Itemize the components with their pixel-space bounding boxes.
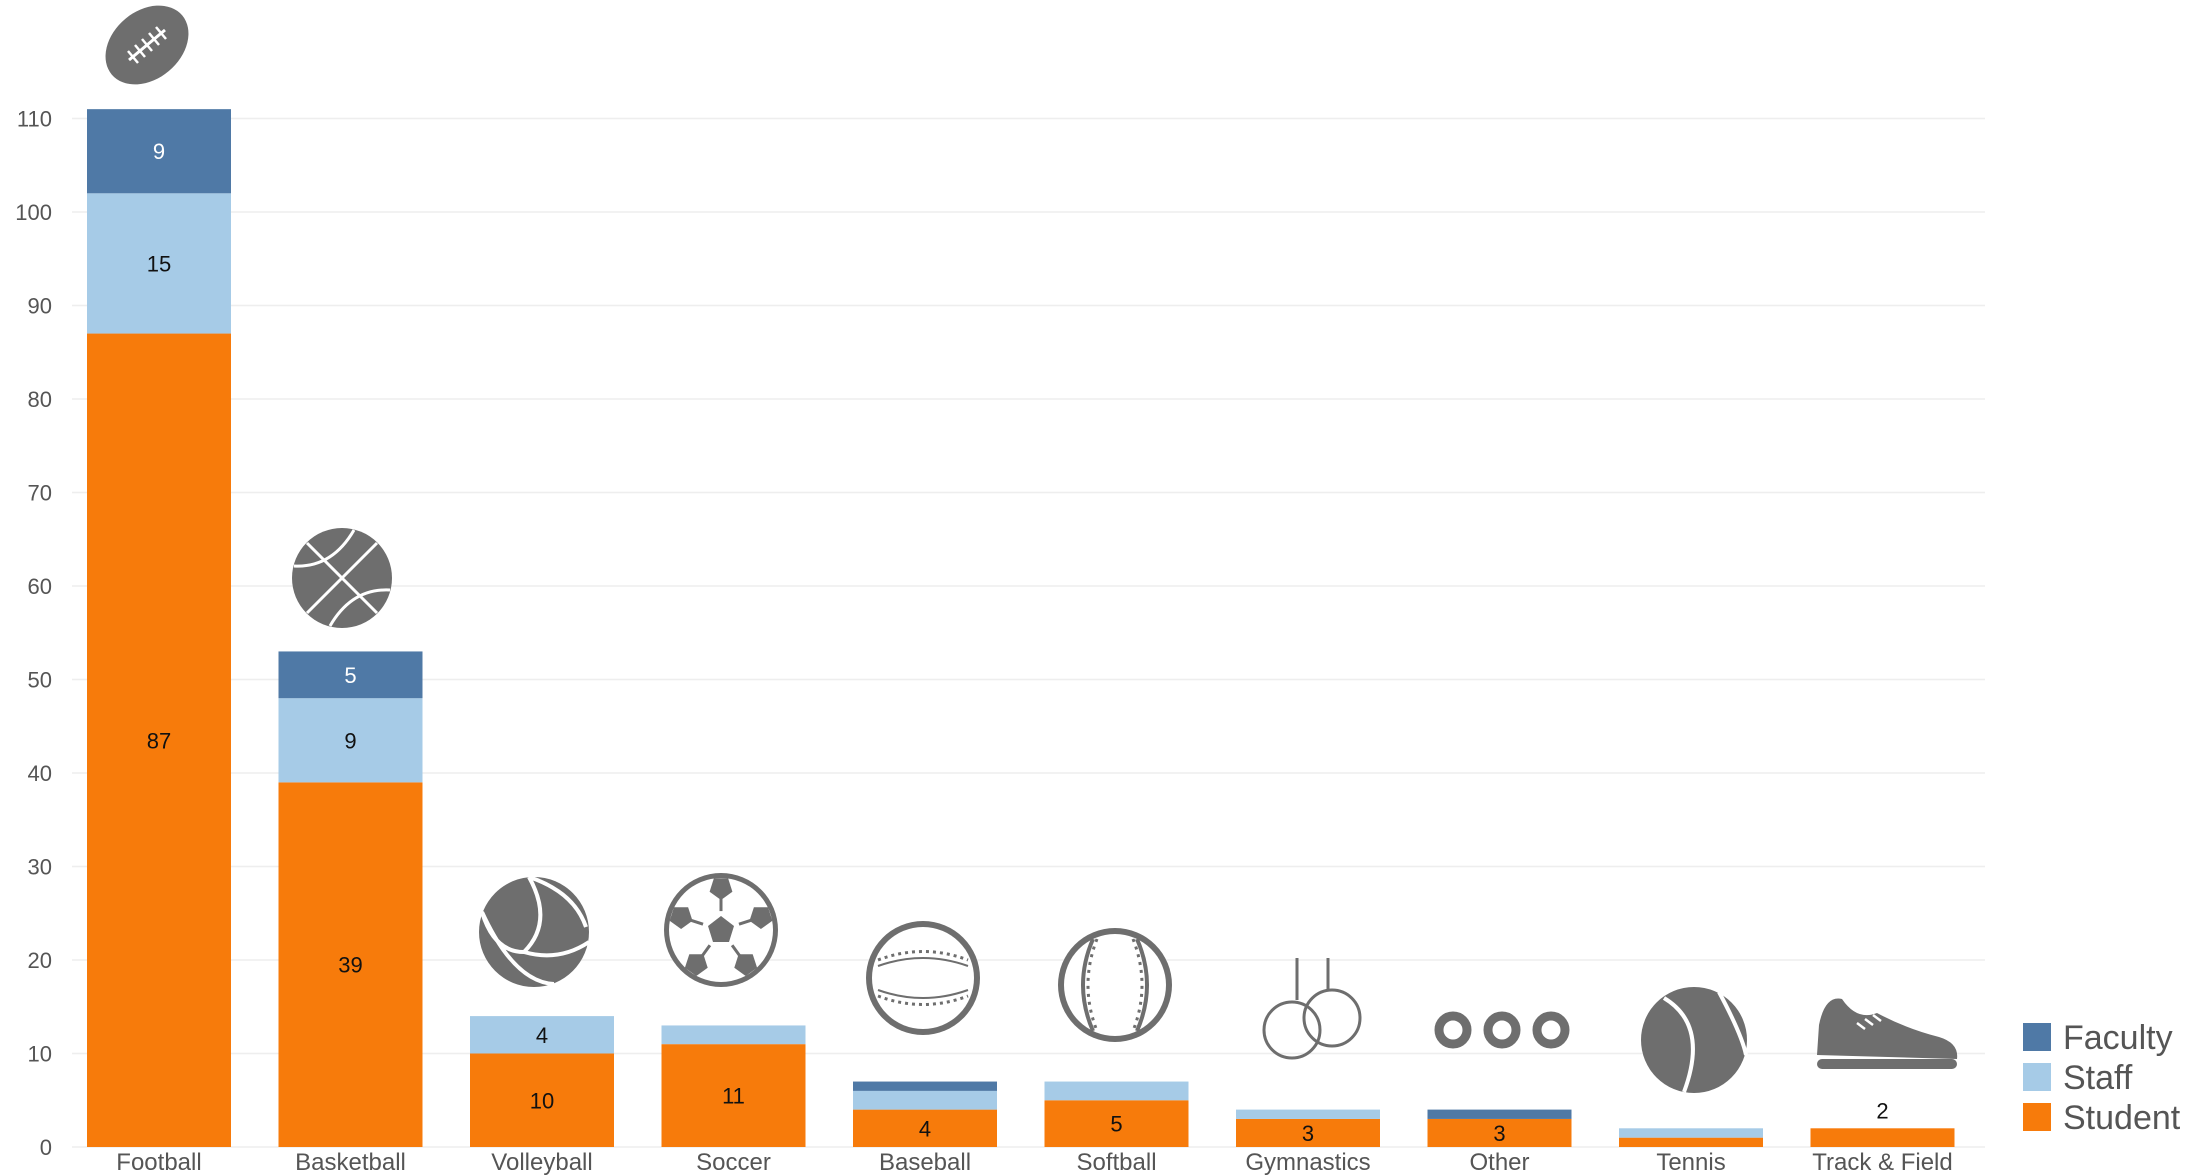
softball-icon (1058, 928, 1172, 1042)
x-tick-label: Gymnastics (1245, 1149, 1370, 1175)
x-tick-label: Soccer (696, 1149, 771, 1175)
y-tick-label: 10 (28, 1042, 52, 1067)
volleyball-icon (479, 875, 591, 987)
data-labels: 87 15 9 39 9 5 10 4 11 4 5 3 3 2 (147, 139, 1889, 1146)
data-label-student: 2 (1876, 1098, 1888, 1123)
x-tick-label: Football (116, 1149, 201, 1175)
bar-segment-staff (661, 1025, 806, 1045)
bar-segment-student (1044, 1100, 1189, 1147)
bar-segment-student (1236, 1118, 1380, 1147)
bar-segment-faculty (87, 109, 231, 194)
bar-segment-staff (1236, 1109, 1380, 1119)
x-tick-label: Softball (1076, 1149, 1156, 1175)
y-tick-label: 40 (28, 761, 52, 786)
bar-segment-staff (470, 1016, 614, 1054)
bar-segment-faculty (853, 1081, 997, 1091)
x-tick-label: Baseball (879, 1149, 971, 1175)
x-tick-label: Volleyball (491, 1149, 592, 1175)
data-label-student: 87 (147, 728, 171, 753)
data-label-student: 3 (1493, 1121, 1505, 1146)
bar-segment-student (1619, 1137, 1763, 1147)
x-axis: Football Basketball Volleyball Soccer Baseba… (116, 1149, 1952, 1175)
data-label-staff: 15 (147, 251, 171, 276)
running-shoe-icon (1817, 998, 1958, 1069)
bar-segment-staff (1044, 1081, 1189, 1101)
y-tick-label: 80 (28, 387, 52, 412)
y-tick-label: 90 (28, 294, 52, 319)
bar-segment-student (278, 782, 423, 1147)
baseball-icon (866, 921, 980, 1035)
bar-segment-faculty (1427, 1109, 1572, 1119)
data-label-student: 5 (1110, 1112, 1122, 1137)
bar-segment-student (661, 1044, 806, 1147)
data-label-faculty: 9 (153, 139, 165, 164)
legend-swatch-staff (2023, 1063, 2051, 1091)
basketball-icon (292, 528, 392, 628)
data-label-student: 3 (1302, 1121, 1314, 1146)
bar-segment-staff (278, 698, 423, 783)
bar-segment-student (853, 1109, 997, 1147)
data-label-student: 39 (338, 953, 362, 978)
sport-icons (105, 5, 1958, 1093)
bar-segment-staff (1619, 1128, 1763, 1138)
legend-swatch-student (2023, 1103, 2051, 1131)
bar-segment-student (87, 333, 231, 1147)
data-label-student: 11 (722, 1084, 745, 1109)
y-tick-label: 0 (40, 1135, 52, 1160)
x-tick-label: Other (1469, 1149, 1529, 1175)
y-tick-label: 20 (28, 948, 52, 973)
bars (87, 109, 1955, 1147)
x-tick-label: Basketball (295, 1149, 406, 1175)
y-tick-label: 100 (15, 200, 52, 225)
y-tick-label: 110 (17, 107, 52, 132)
y-tick-label: 30 (28, 855, 52, 880)
bar-segment-staff (87, 193, 231, 334)
gymnastics-rings-icon (1262, 958, 1362, 1060)
legend-label-faculty: Faculty (2063, 1019, 2173, 1057)
data-label-staff: 9 (344, 728, 356, 753)
y-axis: 0 10 20 30 40 50 60 70 80 90 100 110 (15, 107, 52, 1161)
bar-segment-staff (853, 1090, 997, 1110)
data-label-student: 4 (919, 1116, 931, 1141)
football-icon (105, 5, 189, 85)
legend-label-staff: Staff (2063, 1059, 2133, 1097)
y-tick-label: 50 (28, 668, 52, 693)
bar-segment-student (1427, 1118, 1572, 1147)
data-label-faculty: 5 (344, 663, 356, 688)
legend-label-student: Student (2063, 1099, 2181, 1137)
tennis-ball-icon (1641, 987, 1748, 1093)
x-tick-label: Track & Field (1812, 1149, 1952, 1175)
bar-segment-student (470, 1053, 614, 1147)
x-tick-label: Tennis (1656, 1149, 1725, 1175)
other-circles-icon (1434, 1011, 1570, 1049)
soccer-ball-icon (664, 873, 778, 987)
bar-segment-student (1810, 1128, 1955, 1147)
data-label-student: 10 (530, 1088, 554, 1113)
legend-swatch-faculty (2023, 1023, 2051, 1051)
y-tick-label: 60 (28, 574, 52, 599)
data-label-staff: 4 (536, 1023, 548, 1048)
bar-segment-faculty (278, 651, 423, 699)
y-tick-label: 70 (28, 481, 52, 506)
